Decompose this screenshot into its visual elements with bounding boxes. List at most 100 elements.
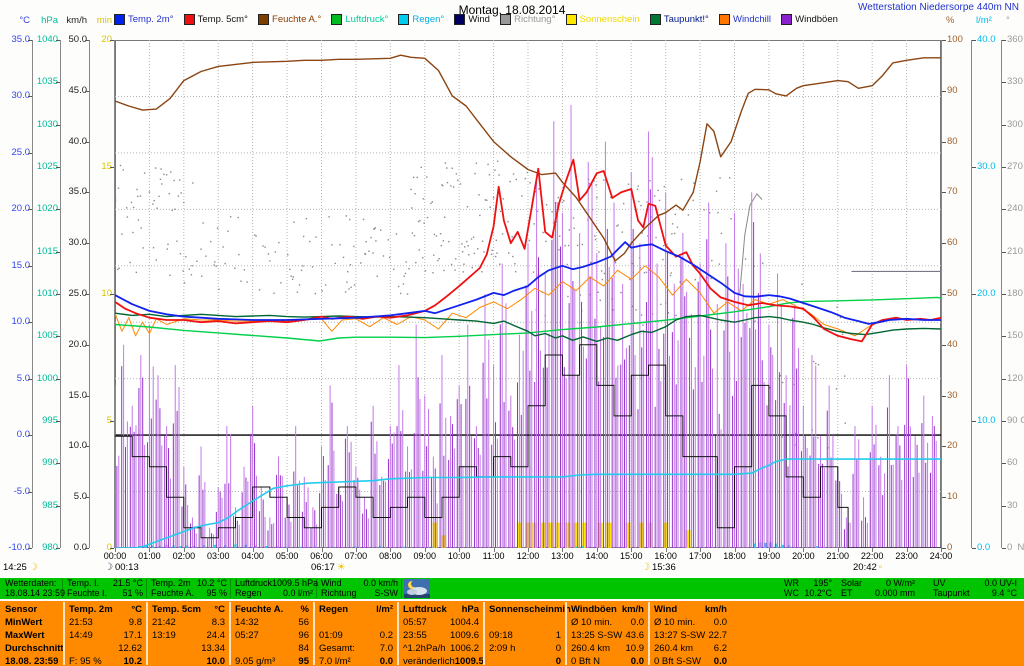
stats-value: hPa bbox=[461, 604, 479, 615]
stats-value: 22.7 bbox=[708, 630, 728, 641]
stats-value: 43.6 bbox=[625, 630, 645, 641]
x-axis-hour-label: 03:00 bbox=[206, 551, 230, 561]
axis-tick-label: 40.0 bbox=[977, 34, 996, 45]
legend-label: Richtung° bbox=[514, 14, 556, 25]
x-axis-hour-label: 13:00 bbox=[551, 551, 574, 561]
axis-tick bbox=[942, 395, 946, 397]
axis-unit-label: hPa bbox=[41, 15, 58, 26]
axis-tick-label: 40.0 bbox=[68, 135, 88, 147]
stats-label: 14:49 bbox=[69, 630, 93, 641]
x-axis-tick bbox=[149, 548, 151, 552]
x-axis-hour-label: 20:00 bbox=[792, 551, 815, 561]
stats-cell: 18.08. 23:59 bbox=[5, 655, 61, 666]
stats-label: 9.05 g/m³ bbox=[235, 656, 276, 666]
axis-tick-label: 40 bbox=[947, 338, 958, 350]
stats-cell: 0 Bft N 0.0 bbox=[571, 655, 644, 666]
axis-tick bbox=[85, 90, 89, 92]
stats-label: ^1.2hPa/h bbox=[403, 643, 446, 654]
legend-item: Luftdruck° bbox=[331, 14, 388, 25]
axis-tick bbox=[28, 322, 32, 324]
stats-value: 0.2 bbox=[379, 630, 393, 641]
moon-dark-icon: ☽ bbox=[104, 561, 113, 573]
stats-cell: Temp. 5cm °C bbox=[152, 603, 225, 616]
axis-line bbox=[971, 40, 972, 548]
x-axis-hour-label: 12:00 bbox=[516, 551, 540, 561]
axis-tick-label: 10.0 bbox=[11, 316, 31, 328]
legend-color-swatch-icon bbox=[649, 14, 661, 25]
axis-tick-label: 30 bbox=[1007, 499, 1018, 511]
axis-tick bbox=[28, 435, 32, 437]
stats-cell: 21:42 8.3 bbox=[152, 616, 225, 629]
axis-tick-label: 0 bbox=[947, 542, 953, 553]
info-label: Temp. I. bbox=[67, 578, 100, 588]
stats-label: 21:53 bbox=[69, 617, 93, 628]
axis-line bbox=[114, 40, 115, 548]
stats-value: km/h bbox=[621, 604, 644, 615]
legend-label: Wind bbox=[468, 14, 490, 25]
axis-tick bbox=[972, 421, 976, 422]
x-axis-tick bbox=[562, 548, 564, 552]
series-temp-2m bbox=[115, 241, 941, 325]
info-value: 0 W/m² bbox=[886, 578, 915, 588]
info-label: Richtung bbox=[321, 587, 357, 598]
stats-cell: MinWert bbox=[5, 616, 61, 629]
legend-label: Luftdruck° bbox=[345, 14, 389, 25]
info-label: Wind bbox=[321, 578, 342, 588]
info-row: Feuchte A. 95 % bbox=[148, 588, 230, 599]
axis-tick bbox=[972, 40, 976, 41]
statistics-table: Sensor MinWert MaxWert Durchschnitt 18.08. 2… bbox=[0, 601, 1024, 666]
stats-value: 17.1 bbox=[123, 630, 143, 641]
x-axis-hour-label: 21:00 bbox=[826, 551, 850, 561]
info-cell: Luftdruck 1009.5 hPa Regen 0.0 l/m² bbox=[232, 578, 318, 598]
axis-tick-label: 1035 bbox=[36, 76, 58, 88]
stats-label: 14:32 bbox=[235, 617, 259, 628]
info-row: Richtung S-SW bbox=[318, 587, 401, 599]
stats-cell: ^1.2hPa/h 1006.2 bbox=[403, 642, 479, 655]
marker-time: 06:17 bbox=[311, 562, 335, 573]
legend-item: Sonnenschein bbox=[565, 14, 640, 25]
axis-tick bbox=[56, 209, 60, 211]
stats-column: Regen l/m² 01:09 0.2 Gesamt: 7.0 7.0 l/m² 0.0 bbox=[316, 601, 396, 666]
axis-tick-label: 0 N bbox=[1007, 542, 1024, 553]
stats-cell: Durchschnitt bbox=[5, 642, 64, 655]
legend-item: Regen° bbox=[398, 14, 444, 25]
stats-cell: 0 Bft S-SW 0.0 bbox=[654, 655, 727, 666]
stats-value: 10.2 bbox=[123, 656, 143, 666]
stats-column: Wind km/h Ø 10 min. 0.0 13:27 S-SW 22.7 260.4 … bbox=[651, 601, 730, 666]
legend-label: Temp. 5cm° bbox=[197, 14, 248, 25]
stats-column: Windböen km/h Ø 10 min. 0.0 13:25 S-SW 43.6 26… bbox=[568, 601, 647, 666]
stats-cell: 01:09 0.2 bbox=[319, 629, 393, 642]
stats-label: MinWert bbox=[5, 617, 43, 628]
axis-tick-label: 20.0 bbox=[11, 203, 31, 215]
stats-value: 10.0 bbox=[206, 656, 226, 666]
info-label: Feuchte I. bbox=[67, 587, 108, 598]
legend-label: Temp. 2m° bbox=[128, 14, 174, 25]
info-row: 18.08.14 23:59 bbox=[2, 588, 65, 599]
stats-cell: 21:53 9.8 bbox=[69, 616, 142, 629]
column-separator bbox=[229, 602, 231, 665]
stats-label: 23:55 bbox=[403, 630, 427, 641]
stats-cell: 13:25 S-SW 43.6 bbox=[571, 629, 644, 642]
x-axis-hour-label: 02:00 bbox=[172, 551, 196, 561]
stats-value: % bbox=[300, 604, 309, 615]
axis-tick bbox=[56, 378, 60, 380]
legend-item: Feuchte A.° bbox=[258, 14, 321, 25]
stats-value: 56 bbox=[298, 617, 309, 628]
stats-cell: Temp. 2m °C bbox=[69, 603, 142, 616]
stats-cell: 05:57 1004.4 bbox=[403, 616, 479, 629]
stats-value: 6.2 bbox=[713, 643, 727, 654]
stats-label: Sensor bbox=[5, 604, 38, 615]
info-label: ET bbox=[841, 587, 853, 598]
stats-cell: Regen l/m² bbox=[319, 603, 393, 616]
sun-moon-marker: ☽ 15:36 bbox=[641, 562, 676, 573]
series-luftdruck bbox=[115, 296, 941, 342]
axis-tick-label: 270 W bbox=[1007, 161, 1023, 172]
axis-tick bbox=[942, 90, 946, 92]
info-row: Solar 0 W/m² bbox=[838, 578, 918, 589]
axis-tick bbox=[28, 152, 32, 154]
stats-cell: 84 bbox=[235, 642, 309, 655]
stats-value: 7.0 bbox=[379, 643, 393, 654]
axis-tick-label: 5.0 bbox=[16, 372, 30, 384]
sun-moon-marker: 06:17 ☀ bbox=[311, 562, 346, 573]
x-axis-hour-label: 05:00 bbox=[275, 551, 299, 561]
